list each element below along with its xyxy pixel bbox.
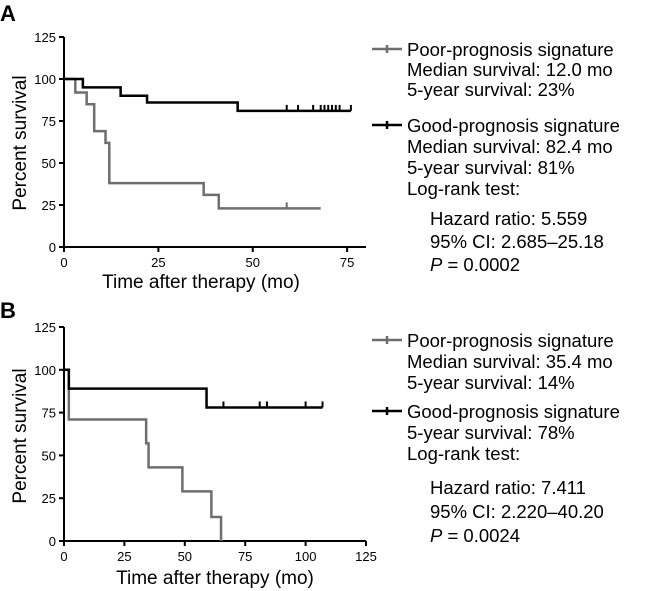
y-tick-label: 100 — [34, 363, 56, 378]
y-tick-label: 100 — [34, 72, 56, 87]
legend: Poor-prognosis signature Median survival… — [372, 39, 620, 275]
legend-five-year: 5-year survival: 81% — [407, 157, 575, 178]
p-value-text: = 0.0002 — [442, 254, 520, 275]
confidence-interval: 95% CI: 2.220–40.20 — [430, 501, 604, 522]
y-tick-label: 0 — [49, 240, 56, 255]
survival-curves — [64, 77, 352, 210]
legend-series-name: Poor-prognosis signature — [407, 330, 614, 351]
log-rank-label: Log-rank test: — [407, 443, 520, 464]
y-tick-label: 25 — [42, 198, 56, 213]
panel-letter: B — [0, 298, 16, 323]
legend-five-year: 5-year survival: 23% — [407, 79, 575, 100]
x-tick-label: 25 — [117, 549, 131, 564]
p-value-text: = 0.0024 — [442, 525, 520, 546]
x-axis-label: Time after therapy (mo) — [116, 568, 314, 589]
x-tick-label: 50 — [246, 255, 260, 270]
x-tick-label: 0 — [60, 549, 67, 564]
y-tick-label: 50 — [42, 156, 56, 171]
x-tick-label: 125 — [355, 549, 377, 564]
y-tick-label: 75 — [42, 114, 56, 129]
p-value: P = 0.0002 — [430, 254, 520, 275]
axes: 0 25 50 75 100 125 0 25 50 75 100 125 — [34, 320, 377, 564]
legend-entry-good: Good-prognosis signature 5-year survival… — [372, 401, 620, 464]
x-axis-label: Time after therapy (mo) — [102, 272, 300, 293]
survival-curves — [64, 368, 324, 541]
legend-median: Median survival: 12.0 mo — [407, 59, 613, 80]
survival-curve-poor — [64, 77, 321, 210]
legend-series-name: Good-prognosis signature — [407, 115, 620, 136]
axes: 0 25 50 75 100 125 0 25 50 75 — [34, 30, 366, 270]
legend-median: Median survival: 82.4 mo — [407, 136, 613, 157]
survival-curve-good — [64, 368, 323, 409]
x-tick-label: 50 — [178, 549, 192, 564]
x-tick-label: 100 — [295, 549, 317, 564]
legend-marker-good — [372, 407, 402, 415]
legend-series-name: Good-prognosis signature — [407, 401, 620, 422]
legend-marker-good — [372, 121, 402, 129]
legend-median: Median survival: 35.4 mo — [407, 351, 613, 372]
y-axis-label: Percent survival — [10, 75, 31, 210]
legend-entry-poor: Poor-prognosis signature Median survival… — [372, 39, 614, 100]
x-tick-label: 75 — [340, 255, 354, 270]
y-axis-label: Percent survival — [10, 368, 31, 503]
y-tick-label: 75 — [42, 406, 56, 421]
y-tick-label: 50 — [42, 448, 56, 463]
confidence-interval: 95% CI: 2.685–25.18 — [430, 231, 604, 252]
y-tick-label: 125 — [34, 320, 56, 335]
y-tick-label: 0 — [49, 534, 56, 549]
y-tick-label: 125 — [34, 30, 56, 45]
legend-series-name: Poor-prognosis signature — [407, 39, 614, 60]
p-value: P = 0.0024 — [430, 525, 520, 546]
survival-curve-good — [64, 77, 351, 113]
log-rank-label: Log-rank test: — [407, 178, 520, 199]
x-tick-label: 25 — [151, 255, 165, 270]
legend-marker-poor — [372, 45, 402, 53]
legend-marker-poor — [372, 336, 402, 344]
legend: Poor-prognosis signature Median survival… — [372, 330, 620, 546]
y-tick-label: 25 — [42, 491, 56, 506]
p-label: P — [430, 525, 443, 546]
legend-five-year: 5-year survival: 78% — [407, 422, 575, 443]
panel-letter: A — [0, 1, 16, 26]
legend-entry-poor: Poor-prognosis signature Median survival… — [372, 330, 614, 393]
legend-entry-good: Good-prognosis signature Median survival… — [372, 115, 620, 199]
hazard-ratio: Hazard ratio: 5.559 — [430, 208, 587, 229]
x-tick-label: 0 — [60, 255, 67, 270]
legend-five-year: 5-year survival: 14% — [407, 372, 575, 393]
panel-b: B 0 25 50 75 100 125 0 25 50 75 100 125 Percent sur… — [0, 298, 620, 589]
survival-curve-poor — [64, 368, 223, 541]
x-tick-label: 75 — [238, 549, 252, 564]
p-label: P — [430, 254, 443, 275]
hazard-ratio: Hazard ratio: 7.411 — [430, 477, 586, 498]
